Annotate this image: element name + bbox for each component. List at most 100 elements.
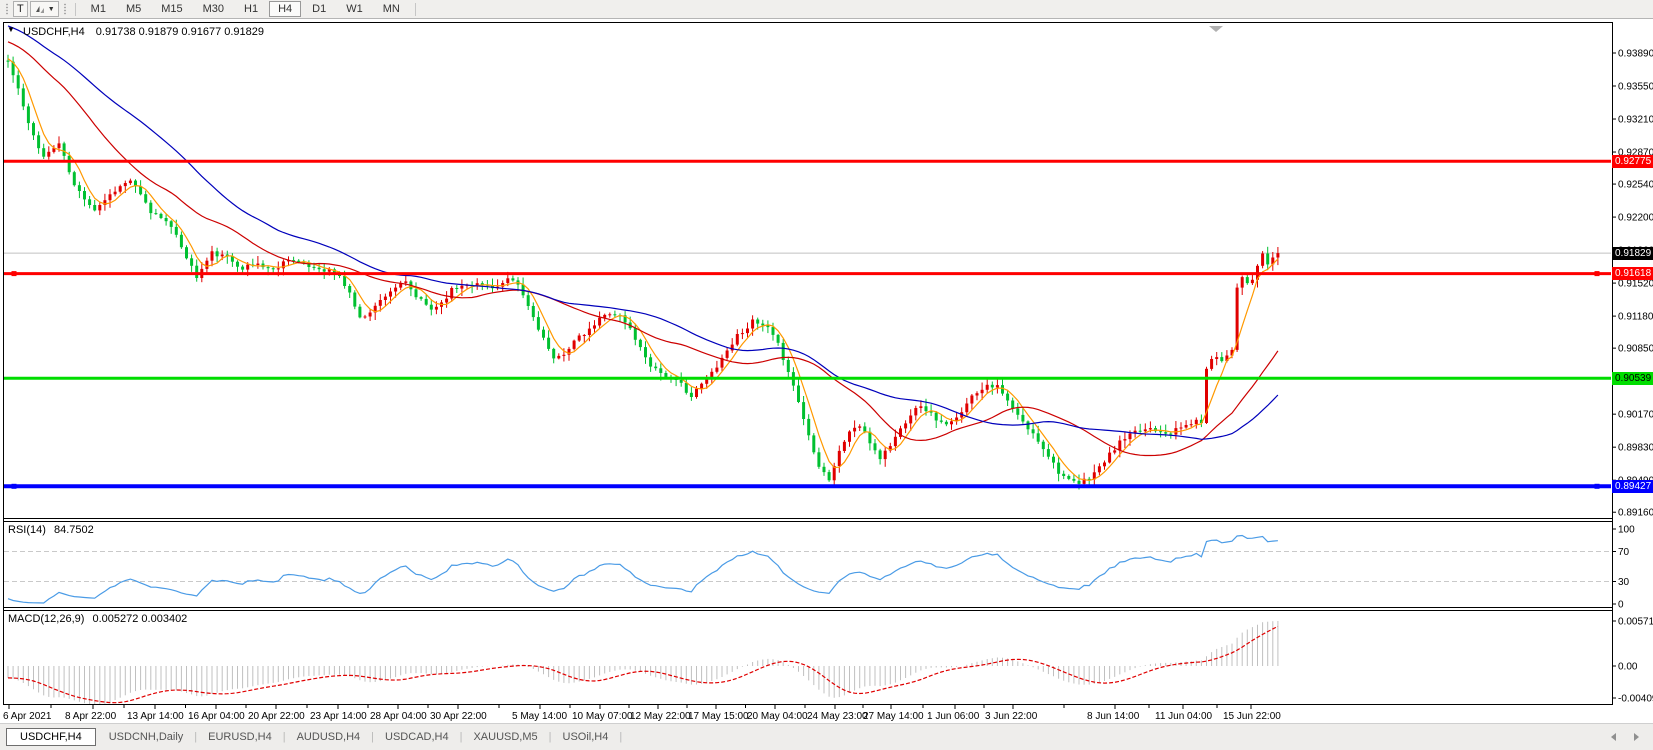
svg-text:30 Apr 22:00: 30 Apr 22:00 [430,711,487,722]
svg-text:6 Apr 2021: 6 Apr 2021 [3,711,52,722]
svg-text:0.89160: 0.89160 [1618,508,1653,519]
tab-scroll-arrows [1611,733,1639,741]
rsi-name: RSI(14) [8,524,46,536]
ma-24-line [7,41,1279,457]
svg-text:15 Jun 22:00: 15 Jun 22:00 [1223,711,1281,722]
chart-tabs-bar: USDCHF,H4 USDCNH,Daily | EURUSD,H4 | AUDUSD,H… [0,723,1653,750]
toolbar-grip2[interactable] [62,3,67,15]
chart-tab-audusd-h4[interactable]: AUDUSD,H4 [296,731,361,743]
macd-panel [7,621,1279,704]
tab-divider: | [548,731,552,743]
svg-text:0.92200: 0.92200 [1618,213,1653,224]
tab-divider: | [459,731,463,743]
svg-text:27 May 14:00: 27 May 14:00 [863,711,924,722]
svg-text:12 May 22:00: 12 May 22:00 [630,711,691,722]
chart-tab-usdchf-h4[interactable]: USDCHF,H4 [6,728,96,746]
chart-ohlc-values: 0.91738 0.91879 0.91677 0.91829 [95,26,265,38]
timeframe-m5-button[interactable]: M5 [117,1,150,17]
svg-text:23 Apr 14:00: 23 Apr 14:00 [310,711,367,722]
svg-text:13 Apr 14:00: 13 Apr 14:00 [127,711,184,722]
svg-text:0.92870: 0.92870 [1618,148,1653,159]
timeframe-m30-button[interactable]: M30 [194,1,233,17]
timeframe-w1-button[interactable]: W1 [337,1,372,17]
svg-text:8 Jun 14:00: 8 Jun 14:00 [1087,711,1140,722]
rsi-line [7,534,1278,604]
rsi-panel [4,534,1611,604]
timeframe-h4-button[interactable]: H4 [269,1,302,17]
objects-tool-button[interactable]: ▼ [29,1,59,17]
macd-indicator-label: MACD(12,26,9) 0.005272 0.003402 [8,613,187,625]
price-marker-0.92775: 0.92775 [1612,155,1653,168]
macd-signal-line [7,625,1279,704]
timeframe-m15-button[interactable]: M15 [152,1,191,17]
svg-text:0.93890: 0.93890 [1618,49,1653,60]
svg-text:0.91180: 0.91180 [1618,312,1653,323]
svg-text:3 Jun 22:00: 3 Jun 22:00 [985,711,1038,722]
svg-text:5 May 14:00: 5 May 14:00 [512,711,567,722]
tab-divider: | [371,731,375,743]
ma-42-line [7,25,1279,440]
svg-text:100: 100 [1618,525,1635,536]
tab-scroll-right-icon[interactable] [1634,733,1639,741]
chevron-down-icon: ▼ [47,5,55,13]
macd-name: MACD(12,26,9) [8,613,85,625]
tab-divider: | [282,731,286,743]
price-marker-0.91829: 0.91829 [1612,247,1653,260]
price-marker-0.89427: 0.89427 [1612,480,1653,493]
svg-text:-0.00409: -0.00409 [1618,694,1653,705]
svg-text:0.92540: 0.92540 [1618,180,1653,191]
rsi-value: 84.7502 [53,524,94,536]
svg-text:20 Apr 22:00: 20 Apr 22:00 [248,711,305,722]
svg-text:0: 0 [1618,600,1624,611]
price-panel [4,25,1611,490]
svg-text:1 Jun 06:00: 1 Jun 06:00 [927,711,980,722]
chart-menu-icon[interactable]: ▼ [7,25,15,34]
svg-text:28 Apr 04:00: 28 Apr 04:00 [370,711,427,722]
svg-text:0.90850: 0.90850 [1618,344,1653,355]
svg-text:20 May 04:00: 20 May 04:00 [747,711,808,722]
draw-style-icon [34,3,46,15]
tab-scroll-left-icon[interactable] [1611,733,1616,741]
timeframe-m1-button[interactable]: M1 [82,1,115,17]
axes [3,22,1616,709]
svg-text:0.91520: 0.91520 [1618,279,1653,290]
toolbar: T ▼ M1 M5 M15 M30 H1 H4 D1 W1 MN [0,0,1653,19]
svg-text:30: 30 [1618,577,1630,588]
svg-text:16 Apr 04:00: 16 Apr 04:00 [188,711,245,722]
svg-text:0.90170: 0.90170 [1618,410,1653,421]
chart-tab-eurusd-h4[interactable]: EURUSD,H4 [208,731,272,743]
chart-shift-marker-icon [1209,26,1223,32]
tab-divider: | [619,731,623,743]
ma-5-line [7,58,1279,482]
svg-text:0.93210: 0.93210 [1618,115,1653,126]
text-tool-button[interactable]: T [13,1,28,17]
svg-text:0.93550: 0.93550 [1618,82,1653,93]
chart-tabs: USDCHF,H4 USDCNH,Daily | EURUSD,H4 | AUDUSD,H… [6,728,623,746]
macd-values: 0.005272 0.003402 [92,613,188,625]
toolbar-separator [74,2,76,16]
timeframe-toolbar: M1 M5 M15 M30 H1 H4 D1 W1 MN [81,1,410,17]
toolbar-grip[interactable] [5,3,9,15]
price-marker-0.90539: 0.90539 [1612,372,1653,385]
svg-text:0.89830: 0.89830 [1618,443,1653,454]
chart-tab-usdcad-h4[interactable]: USDCAD,H4 [385,731,449,743]
price-marker-0.91618: 0.91618 [1612,267,1653,280]
timeframe-mn-button[interactable]: MN [374,1,409,17]
svg-text:8 Apr 22:00: 8 Apr 22:00 [65,711,117,722]
toolbar-separator2 [414,2,416,16]
macd-histogram [7,621,1279,704]
svg-text:0.00: 0.00 [1618,662,1638,673]
chart-title: USDCHF,H4 0.91738 0.91879 0.91677 0.9182… [23,26,264,38]
chart-tab-xauusd-m5[interactable]: XAUUSD,M5 [473,731,538,743]
timeframe-h1-button[interactable]: H1 [235,1,267,17]
rsi-indicator-label: RSI(14) 84.7502 [8,524,94,536]
timeframe-d1-button[interactable]: D1 [303,1,335,17]
candles-layer [6,54,1280,490]
chart-tab-usdcnh-daily[interactable]: USDCNH,Daily [108,731,184,743]
chart-symbol-label: USDCHF,H4 [23,26,85,38]
svg-text:24 May 23:00: 24 May 23:00 [807,711,868,722]
chart-tab-usoil-h4[interactable]: USOil,H4 [562,731,609,743]
svg-text:70: 70 [1618,547,1630,558]
svg-text:10 May 07:00: 10 May 07:00 [572,711,633,722]
